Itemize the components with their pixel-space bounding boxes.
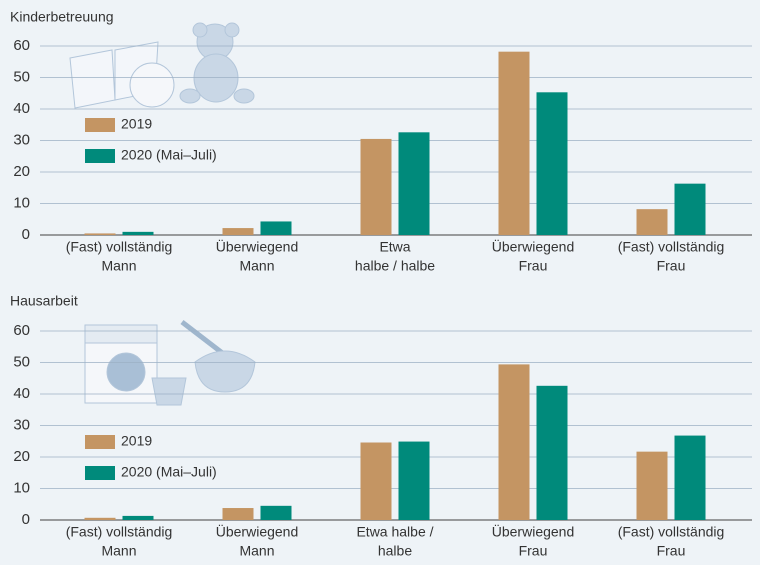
bar bbox=[636, 451, 668, 520]
y-tick-label: 10 bbox=[13, 194, 30, 211]
x-tick-label: Mann bbox=[239, 543, 274, 559]
bar bbox=[536, 92, 568, 236]
y-tick-label: 0 bbox=[22, 511, 30, 528]
bar bbox=[674, 435, 706, 520]
chart-title: Kinderbetreuung bbox=[10, 9, 114, 25]
bar bbox=[84, 517, 116, 520]
legend-label: 2020 (Mai–Juli) bbox=[121, 147, 217, 163]
y-tick-label: 50 bbox=[13, 353, 30, 370]
x-tick-label: Frau bbox=[519, 258, 548, 274]
y-tick-label: 30 bbox=[13, 416, 30, 433]
x-tick-label: (Fast) vollständig bbox=[618, 239, 725, 255]
legend-swatch bbox=[85, 149, 115, 163]
bar bbox=[498, 364, 530, 520]
bar bbox=[360, 442, 392, 520]
x-tick-label: (Fast) vollständig bbox=[618, 524, 725, 540]
x-tick-label: Überwiegend bbox=[216, 523, 299, 540]
x-tick-label: Mann bbox=[101, 258, 136, 274]
x-tick-label: Frau bbox=[657, 258, 686, 274]
x-tick-label: (Fast) vollständig bbox=[66, 524, 173, 540]
y-tick-label: 50 bbox=[13, 68, 30, 85]
y-tick-label: 60 bbox=[13, 322, 30, 339]
bar bbox=[536, 385, 568, 520]
y-tick-label: 40 bbox=[13, 385, 30, 402]
legend-label: 2019 bbox=[121, 433, 152, 449]
x-tick-label: Überwiegend bbox=[216, 238, 299, 255]
x-tick-label: Frau bbox=[519, 543, 548, 559]
x-tick-label: Frau bbox=[657, 543, 686, 559]
bar bbox=[674, 183, 706, 235]
bar bbox=[398, 132, 430, 235]
bar bbox=[360, 138, 392, 235]
icon-childcare bbox=[69, 22, 255, 109]
legend-swatch bbox=[85, 118, 115, 132]
y-tick-label: 20 bbox=[13, 448, 30, 465]
icon-housework bbox=[84, 320, 256, 406]
bar bbox=[260, 221, 292, 235]
x-tick-label: Überwiegend bbox=[492, 238, 575, 255]
y-tick-label: 10 bbox=[13, 479, 30, 496]
bar bbox=[84, 233, 116, 235]
bar bbox=[122, 515, 154, 520]
legend-label: 2019 bbox=[121, 116, 152, 132]
bar bbox=[222, 508, 254, 520]
legend-label: 2020 (Mai–Juli) bbox=[121, 464, 217, 480]
x-tick-label: halbe / halbe bbox=[355, 258, 435, 274]
bar bbox=[122, 231, 154, 235]
y-tick-label: 40 bbox=[13, 100, 30, 117]
x-tick-label: halbe bbox=[378, 543, 412, 559]
bar bbox=[260, 505, 292, 520]
legend-swatch bbox=[85, 435, 115, 449]
bar bbox=[498, 51, 530, 235]
x-tick-label: (Fast) vollständig bbox=[66, 239, 173, 255]
x-tick-label: Überwiegend bbox=[492, 523, 575, 540]
x-tick-label: Etwa bbox=[379, 239, 410, 255]
y-tick-label: 30 bbox=[13, 131, 30, 148]
y-tick-label: 0 bbox=[22, 226, 30, 243]
bar bbox=[636, 209, 668, 235]
bar bbox=[222, 228, 254, 235]
chart-title: Hausarbeit bbox=[10, 293, 78, 309]
x-tick-label: Mann bbox=[239, 258, 274, 274]
bar bbox=[398, 441, 430, 520]
y-tick-label: 20 bbox=[13, 163, 30, 180]
legend-swatch bbox=[85, 466, 115, 480]
x-tick-label: Mann bbox=[101, 543, 136, 559]
y-tick-label: 60 bbox=[13, 37, 30, 54]
x-tick-label: Etwa halbe / bbox=[356, 524, 433, 540]
